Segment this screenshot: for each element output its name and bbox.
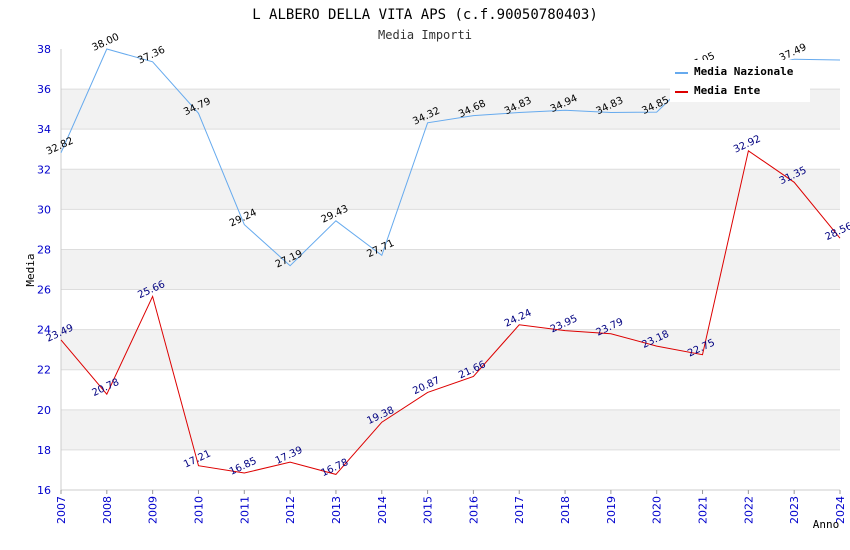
y-tick-label: 28 xyxy=(37,243,51,256)
y-tick-label: 34 xyxy=(37,123,51,136)
x-tick-label: 2013 xyxy=(330,496,343,524)
grid-band xyxy=(61,329,840,370)
x-tick-label: 2024 xyxy=(834,496,847,524)
grid-band xyxy=(61,209,840,250)
grid-band xyxy=(61,369,840,410)
y-tick-label: 20 xyxy=(37,404,51,417)
x-tick-label: 2009 xyxy=(147,496,160,524)
x-tick-label: 2008 xyxy=(101,496,114,524)
x-tick-label: 2017 xyxy=(513,496,526,524)
x-tick-label: 2019 xyxy=(605,496,618,524)
grid-bands xyxy=(61,49,840,491)
legend: Media Nazionale Media Ente xyxy=(670,60,810,102)
y-tick-label: 36 xyxy=(37,83,51,96)
grid-band xyxy=(61,449,840,490)
legend-label-ente: Media Ente xyxy=(694,84,761,97)
grid-band xyxy=(61,169,840,210)
series-line-ente xyxy=(60,149,841,475)
y-tick-label: 32 xyxy=(37,163,51,176)
grid-band xyxy=(61,249,840,290)
x-tick-label: 2022 xyxy=(742,496,755,524)
x-tick-label: 2023 xyxy=(788,496,801,524)
x-tick-label: 2014 xyxy=(376,496,389,524)
x-tick-label: 2016 xyxy=(467,496,480,524)
legend-label-nazionale: Media Nazionale xyxy=(694,65,794,78)
y-tick-label: 38 xyxy=(37,43,51,56)
legend-box xyxy=(670,60,810,102)
x-axis-ticks: 2007 2008 2009 2010 2011 2012 2013 2014 2015 2016… xyxy=(55,490,847,524)
x-tick-label: 2018 xyxy=(559,496,572,524)
x-tick-label: 2020 xyxy=(651,496,664,524)
chart-title: L ALBERO DELLA VITA APS (c.f.90050780403… xyxy=(252,7,598,23)
x-tick-label: 2010 xyxy=(192,496,205,524)
x-tick-label: 2021 xyxy=(697,496,710,524)
grid-band xyxy=(61,129,840,170)
y-tick-label: 22 xyxy=(37,364,51,377)
x-tick-label: 2012 xyxy=(284,496,297,524)
x-axis-label: Anno xyxy=(813,518,840,531)
chart-subtitle: Media Importi xyxy=(378,28,472,42)
x-tick-label: 2015 xyxy=(422,496,435,524)
grid-band xyxy=(61,409,840,450)
y-axis-ticks: 16 18 20 22 24 26 28 30 32 34 36 38 xyxy=(37,43,51,497)
x-tick-label: 2007 xyxy=(55,496,68,524)
y-tick-label: 26 xyxy=(37,284,51,297)
axes xyxy=(60,49,840,491)
y-axis-label: Media xyxy=(24,253,37,286)
y-tick-label: 24 xyxy=(37,324,51,337)
x-tick-label: 2011 xyxy=(238,496,251,524)
grid-band xyxy=(61,289,840,330)
y-tick-label: 16 xyxy=(37,484,51,497)
y-tick-label: 18 xyxy=(37,444,51,457)
y-tick-label: 30 xyxy=(37,203,51,216)
